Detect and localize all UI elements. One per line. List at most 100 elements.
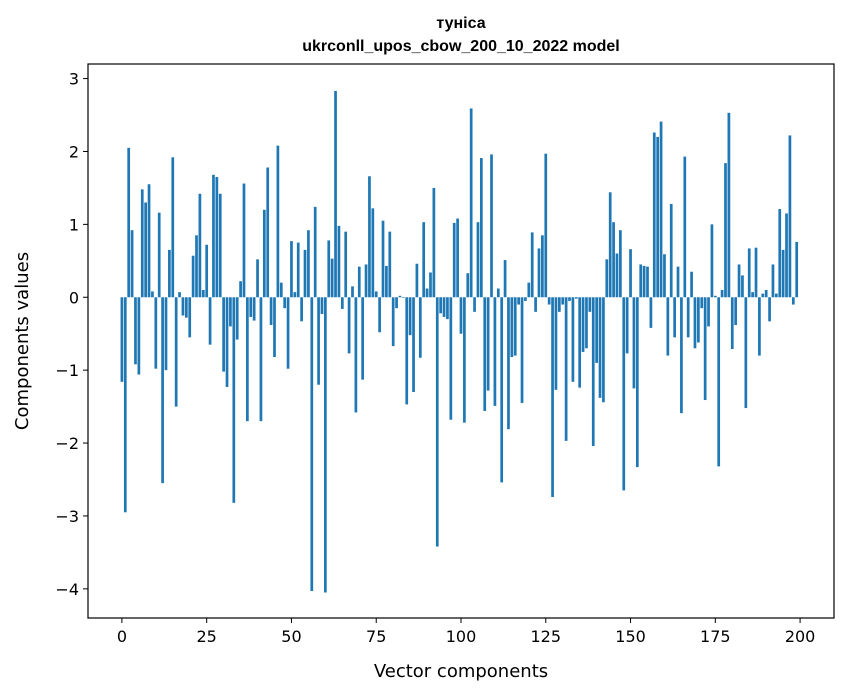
- bar: [551, 297, 554, 497]
- bar: [625, 297, 629, 354]
- bar: [513, 297, 517, 356]
- bar: [157, 212, 161, 298]
- bar: [371, 208, 375, 298]
- bar: [479, 158, 483, 298]
- bar: [605, 259, 609, 298]
- bar: [246, 297, 249, 422]
- y-tick-label: 3: [69, 70, 79, 89]
- bar: [700, 297, 704, 309]
- bar: [357, 266, 361, 298]
- bar: [683, 156, 687, 298]
- bar: [483, 297, 487, 411]
- bar: [466, 273, 470, 298]
- bar: [629, 249, 632, 298]
- bar: [151, 291, 154, 298]
- bar: [320, 297, 324, 315]
- x-axis-ticks: 0 25 50 75 100 125 150 175 200: [117, 618, 815, 646]
- bar: [476, 222, 480, 298]
- bar: [303, 249, 307, 298]
- x-axis-label: Vector components: [374, 661, 548, 682]
- chart-subtitle: ukrconll_upos_cbow_200_10_2022 model: [302, 38, 619, 55]
- bar: [720, 289, 724, 298]
- bar: [435, 297, 439, 547]
- bar: [398, 295, 402, 298]
- bar: [520, 297, 524, 403]
- bar: [663, 254, 666, 298]
- bar: [456, 218, 459, 298]
- bar: [619, 230, 622, 298]
- x-tick-label: 125: [530, 627, 561, 646]
- bar: [639, 264, 643, 298]
- bar: [642, 265, 646, 298]
- bar: [317, 297, 320, 385]
- bar: [130, 230, 134, 298]
- bar: [307, 230, 310, 298]
- bar: [524, 297, 527, 301]
- bar: [649, 297, 653, 328]
- x-tick-label: 0: [117, 627, 127, 646]
- bar: [463, 297, 466, 423]
- bar: [622, 297, 626, 491]
- bar: [449, 297, 453, 420]
- bar: [249, 297, 253, 317]
- bar: [541, 235, 544, 298]
- bar: [395, 297, 398, 309]
- bar: [608, 192, 612, 298]
- bar: [615, 253, 619, 298]
- bar: [429, 272, 432, 298]
- bar: [788, 135, 792, 298]
- bar: [391, 297, 395, 347]
- bar: [469, 108, 473, 298]
- bar: [791, 297, 795, 305]
- bar: [310, 297, 314, 592]
- bar: [201, 289, 205, 298]
- bar: [500, 297, 504, 483]
- bar: [174, 297, 178, 407]
- bar: [446, 297, 449, 320]
- bar: [459, 297, 463, 334]
- bar: [262, 209, 266, 298]
- bar: [557, 297, 561, 312]
- bar: [123, 297, 127, 513]
- bar: [710, 224, 714, 298]
- bar: [283, 297, 287, 309]
- bar: [252, 297, 256, 321]
- x-tick-label: 150: [615, 627, 646, 646]
- bar: [561, 297, 565, 305]
- bar: [354, 297, 358, 413]
- bar: [381, 220, 385, 298]
- bar: [164, 297, 168, 371]
- bar: [632, 297, 636, 389]
- bar: [330, 258, 334, 298]
- bar: [442, 297, 446, 317]
- bar: [195, 235, 198, 298]
- bar: [140, 189, 144, 298]
- bar: [737, 264, 741, 298]
- bar: [178, 292, 181, 298]
- bar: [327, 240, 331, 298]
- bar: [324, 297, 327, 593]
- bar: [232, 297, 236, 503]
- bar: [184, 297, 188, 318]
- bar: [554, 297, 558, 390]
- bar: [344, 231, 348, 298]
- bar: [215, 176, 219, 298]
- bar: [527, 282, 531, 298]
- bar: [266, 167, 270, 298]
- bar: [191, 255, 195, 298]
- bar: [222, 297, 225, 372]
- bar: [571, 297, 575, 382]
- bar: [385, 265, 388, 298]
- bar: [134, 297, 137, 365]
- bar: [412, 297, 415, 393]
- bar: [635, 297, 639, 468]
- bar: [296, 242, 300, 298]
- bar: [378, 297, 381, 333]
- bar: [405, 297, 409, 405]
- bar: [795, 241, 799, 298]
- bar: [198, 193, 202, 298]
- bar: [425, 288, 429, 298]
- bar: [690, 271, 693, 298]
- bar: [225, 297, 229, 387]
- bar: [717, 297, 721, 467]
